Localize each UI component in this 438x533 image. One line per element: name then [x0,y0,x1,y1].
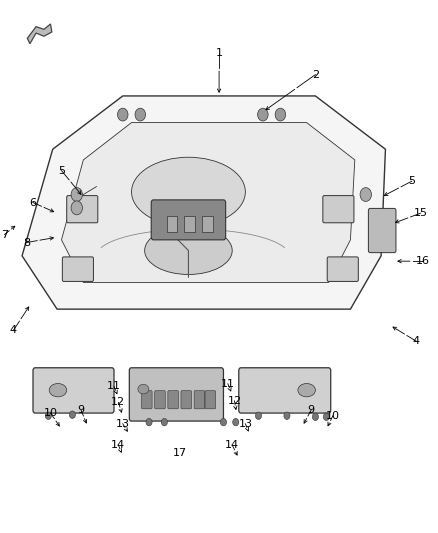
FancyBboxPatch shape [67,196,98,223]
Text: 11: 11 [107,382,121,391]
Text: 13: 13 [238,419,252,429]
FancyBboxPatch shape [151,200,226,240]
Circle shape [45,412,51,419]
Text: 7: 7 [1,230,8,239]
Ellipse shape [49,384,67,397]
Circle shape [255,412,261,419]
Text: 8: 8 [23,238,30,247]
Text: 9: 9 [78,406,85,415]
Bar [184,216,195,232]
Ellipse shape [131,157,245,227]
Circle shape [275,108,286,121]
FancyBboxPatch shape [327,257,358,281]
FancyBboxPatch shape [181,391,191,409]
Text: 6: 6 [29,198,36,207]
Ellipse shape [298,384,315,397]
Text: 13: 13 [116,419,130,429]
Ellipse shape [138,384,149,394]
Circle shape [161,418,167,426]
Circle shape [220,418,226,426]
Text: 16: 16 [416,256,430,266]
Text: 15: 15 [413,208,427,218]
Text: 5: 5 [408,176,415,186]
Text: 14: 14 [111,440,125,450]
Circle shape [360,188,371,201]
Text: 9: 9 [307,406,314,415]
FancyBboxPatch shape [205,391,215,409]
FancyBboxPatch shape [129,368,223,421]
Text: 4: 4 [10,326,17,335]
Text: 17: 17 [173,448,187,458]
Circle shape [323,413,329,421]
Circle shape [284,412,290,419]
Circle shape [146,418,152,426]
Circle shape [117,108,128,121]
Circle shape [258,108,268,121]
Circle shape [233,418,239,426]
Circle shape [71,188,82,201]
Polygon shape [27,24,52,44]
Text: 10: 10 [326,411,340,421]
FancyBboxPatch shape [194,391,205,409]
Text: 11: 11 [221,379,235,389]
Text: 2: 2 [312,70,319,79]
Text: 5: 5 [58,166,65,175]
Text: 12: 12 [111,398,125,407]
Text: 10: 10 [43,408,57,418]
Circle shape [312,413,318,421]
FancyBboxPatch shape [239,368,331,413]
Text: 4: 4 [413,336,420,346]
Circle shape [135,108,145,121]
Text: 14: 14 [225,440,239,450]
Circle shape [69,411,75,418]
Ellipse shape [145,227,232,274]
Bar [201,216,212,232]
FancyBboxPatch shape [368,208,396,253]
Bar [166,216,177,232]
FancyBboxPatch shape [168,391,178,409]
FancyBboxPatch shape [155,391,165,409]
FancyBboxPatch shape [33,368,114,413]
Polygon shape [22,96,385,309]
FancyBboxPatch shape [141,391,152,409]
Text: 1: 1 [215,49,223,58]
Polygon shape [61,123,355,282]
FancyBboxPatch shape [323,196,354,223]
FancyBboxPatch shape [62,257,93,281]
Circle shape [71,201,82,215]
Text: 12: 12 [227,396,241,406]
